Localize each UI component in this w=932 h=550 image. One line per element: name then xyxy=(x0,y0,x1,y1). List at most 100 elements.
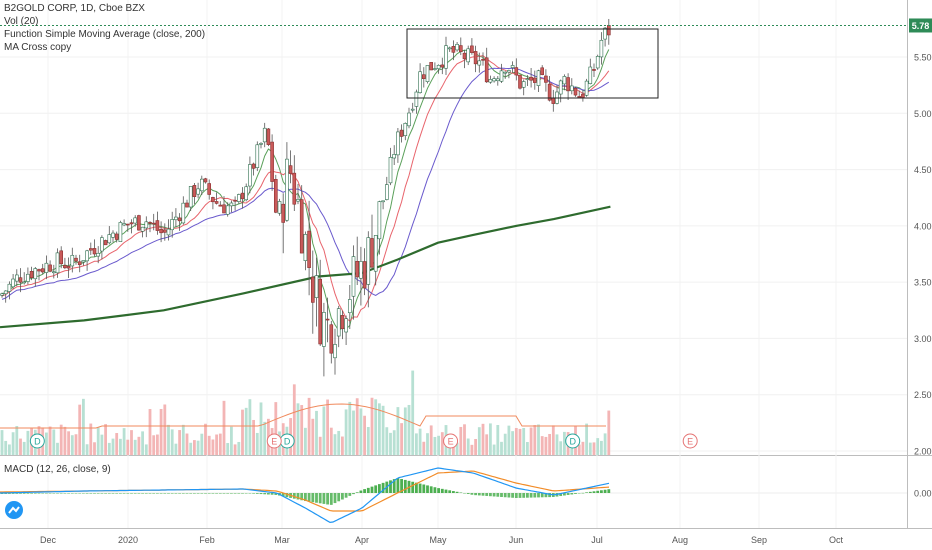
candle-body xyxy=(81,260,86,263)
candle-body xyxy=(351,256,356,297)
volume-bar xyxy=(540,436,544,455)
volume-bar xyxy=(96,427,100,455)
macd-histogram-bar xyxy=(374,485,378,493)
volume-bar xyxy=(333,434,337,455)
candle-body xyxy=(447,47,452,50)
candle-body xyxy=(318,278,323,345)
price-tick-label: 5.00 xyxy=(914,109,932,119)
macd-histogram-bar xyxy=(500,493,503,497)
macd-histogram-bar xyxy=(93,493,96,494)
candle-body xyxy=(551,97,556,104)
volume-bar xyxy=(159,408,163,455)
candles-group xyxy=(0,18,611,377)
candle-body xyxy=(310,276,315,303)
volume-bar xyxy=(400,423,403,455)
candle-body xyxy=(129,222,134,225)
macd-histogram-bar xyxy=(355,492,359,493)
candle-body xyxy=(281,203,286,223)
volume-bar xyxy=(415,433,418,455)
volume-bar xyxy=(292,384,296,455)
volume-bar xyxy=(204,423,207,455)
marker-label: D xyxy=(569,437,576,447)
candle-body xyxy=(399,129,404,137)
candle-body xyxy=(55,252,60,274)
volume-bar xyxy=(248,399,252,455)
volume-bar xyxy=(189,442,193,455)
legend-ma-cross: MA Cross copy xyxy=(4,42,72,53)
candle-body xyxy=(251,163,256,169)
dividend-marker xyxy=(565,433,581,449)
macd-histogram-bar xyxy=(341,493,344,500)
macd-histogram-bar xyxy=(585,492,588,493)
volume-bar xyxy=(181,424,185,455)
volume-bar xyxy=(507,425,511,455)
candle-body xyxy=(292,172,297,205)
candle-body xyxy=(237,194,241,202)
candle-body xyxy=(359,261,363,279)
macd-histogram-bar xyxy=(52,493,56,494)
candle-body xyxy=(177,217,182,222)
candle-body xyxy=(111,232,115,238)
candle-body xyxy=(329,324,334,354)
candle-body xyxy=(336,308,341,337)
volume-bar xyxy=(304,427,307,455)
candle-body xyxy=(325,318,330,321)
volume-bar xyxy=(600,440,603,455)
macd-histogram-bar xyxy=(322,493,326,504)
candle-body xyxy=(558,80,563,95)
volume-bar xyxy=(437,435,440,455)
volume-bar xyxy=(455,442,459,455)
candle-body xyxy=(529,76,533,81)
candle-body xyxy=(410,108,415,111)
candle-body xyxy=(225,205,230,215)
price-tick-label: 2.00 xyxy=(914,447,932,457)
volume-bar xyxy=(315,410,318,455)
volume-bar xyxy=(344,409,348,455)
candle-body xyxy=(540,67,545,75)
macd-histogram-bar xyxy=(259,493,263,495)
price-tick-label: 3.50 xyxy=(914,278,932,288)
volume-bar xyxy=(337,430,341,455)
candle-body xyxy=(384,184,389,200)
macd-histogram-bar xyxy=(526,493,529,498)
macd-histogram-bar xyxy=(233,493,237,494)
candle-body xyxy=(403,123,408,136)
candle-body xyxy=(532,77,537,83)
macd-histogram-bar xyxy=(329,493,333,505)
macd-histogram-bar xyxy=(82,493,85,494)
sma200-line xyxy=(0,205,611,329)
volume-bar xyxy=(233,444,237,455)
volume-bar xyxy=(396,407,400,455)
macd-histogram-bar xyxy=(344,493,348,498)
tradingview-logo-icon[interactable] xyxy=(4,500,24,520)
candle-body xyxy=(70,254,75,267)
volume-bar xyxy=(174,443,178,455)
macd-histogram-bar xyxy=(281,493,285,497)
macd-histogram-bar xyxy=(455,491,459,493)
macd-histogram-bar xyxy=(466,493,470,495)
macd-histogram-bar xyxy=(33,493,37,494)
marker-label: E xyxy=(687,437,693,447)
macd-histogram-bar xyxy=(133,493,137,494)
macd-histogram-bar xyxy=(318,493,322,504)
candle-body xyxy=(185,202,189,208)
candle-body xyxy=(518,74,522,89)
candle-body xyxy=(362,261,367,289)
volume-bar xyxy=(300,405,304,455)
candle-body xyxy=(89,248,93,251)
candle-body xyxy=(592,69,596,71)
macd-histogram-bar xyxy=(433,487,437,493)
candle-body xyxy=(100,237,104,252)
candle-body xyxy=(137,215,141,231)
volume-bar xyxy=(477,427,481,455)
macd-histogram-bar xyxy=(270,493,274,495)
candle-body xyxy=(33,268,38,280)
candle-body xyxy=(63,265,67,269)
macd-histogram-bar xyxy=(426,485,429,493)
macd-histogram-bar xyxy=(196,493,200,494)
volume-bar xyxy=(607,410,611,455)
candle-body xyxy=(377,201,382,240)
volume-bar xyxy=(22,441,26,455)
